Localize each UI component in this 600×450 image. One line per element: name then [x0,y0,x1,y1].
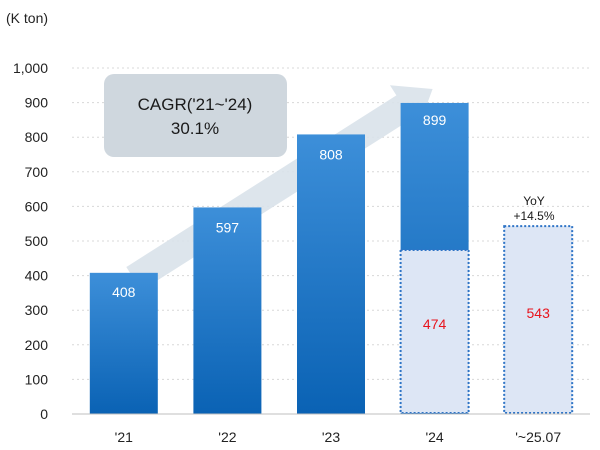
bar-value-label: 597 [216,219,240,235]
x-tick-label: '24 [425,429,443,445]
cagr-callout-value: 30.1% [171,119,219,138]
bars [89,102,574,415]
y-tick-label: 400 [25,268,49,284]
y-axis-unit-label: (K ton) [6,10,49,26]
y-tick-label: 600 [25,198,49,214]
bar-value-label: 899 [423,112,447,128]
partial-bar-value-label: 474 [423,316,447,332]
x-tick-label: '~25.07 [515,429,561,445]
y-tick-label: 800 [25,129,49,145]
cagr-callout-box [104,74,287,157]
y-tick-label: 500 [25,233,49,249]
bar-value-label: 408 [112,284,136,300]
partial-bar-value-label: 543 [527,305,551,321]
y-tick-label: 300 [25,302,49,318]
y-tick-label: 1,000 [13,60,48,76]
axes: 0 100 200 300 400 500 600 700 800 900 1,000 '21 '22 '… [13,60,590,445]
x-tick-label: '23 [322,429,340,445]
partial-bar [399,248,470,414]
data-labels: 408 597 808 899 474 543 [112,112,550,332]
y-tick-label: 700 [25,164,49,180]
y-tick-label: 100 [25,371,49,387]
x-tick-label: '22 [218,429,236,445]
yoy-label-line1: YoY [523,194,545,208]
callouts: CAGR('21~'24) 30.1% YoY +14.5% [104,74,555,223]
cagr-callout-title: CAGR('21~'24) [138,95,253,114]
yoy-label-line2: +14.5% [513,209,554,223]
partial-bar [503,225,574,414]
bar [193,207,262,414]
bar-value-label: 808 [319,146,343,162]
y-tick-label: 200 [25,337,49,353]
y-tick-label: 900 [25,95,49,111]
bar [89,272,158,414]
x-tick-label: '21 [115,429,133,445]
bar [297,134,365,414]
y-tick-label: 0 [40,406,48,422]
